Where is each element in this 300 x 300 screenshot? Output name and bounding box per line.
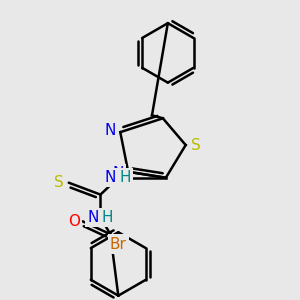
- Text: N: N: [112, 166, 124, 181]
- Text: H: H: [101, 210, 113, 225]
- Text: O: O: [68, 214, 80, 229]
- Text: S: S: [54, 175, 64, 190]
- Text: N: N: [87, 210, 98, 225]
- Text: H: H: [119, 170, 131, 185]
- Text: S: S: [191, 137, 200, 152]
- Text: N: N: [105, 170, 116, 185]
- Text: N: N: [105, 123, 116, 138]
- Text: Br: Br: [110, 237, 127, 252]
